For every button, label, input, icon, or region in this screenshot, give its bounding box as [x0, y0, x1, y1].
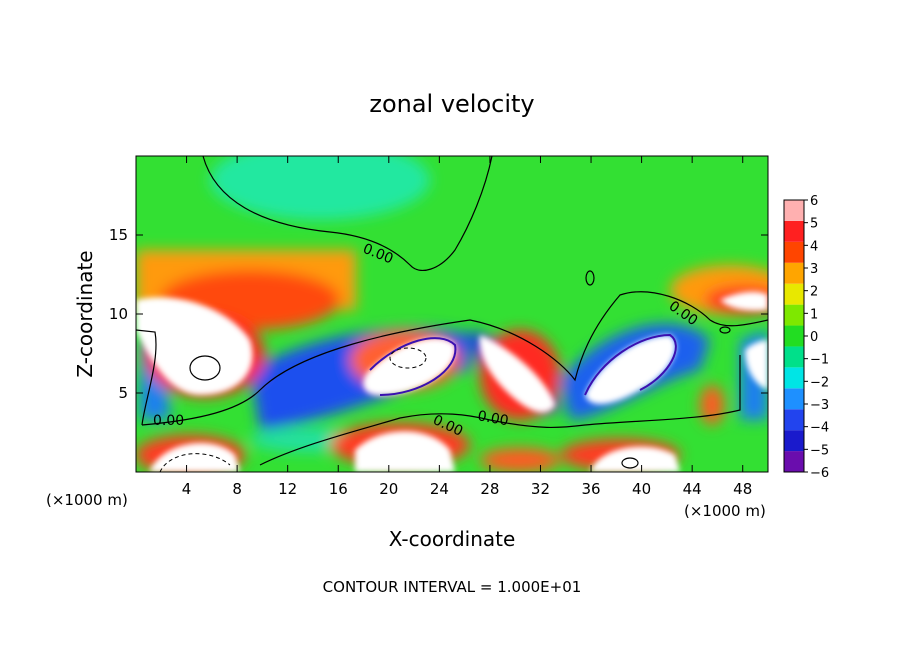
x-tick-label: 8 — [232, 480, 242, 498]
colorbar-tick-label: −2 — [810, 375, 829, 390]
colorbar: 6 5 4 3 2 1 0 −1 −2 −3 −4 −5 −6 — [783, 194, 829, 481]
colorbar-swatch — [784, 430, 804, 452]
y-tick-label: 10 — [109, 305, 128, 323]
colorbar-tick-label: 4 — [810, 239, 818, 254]
x-tick-label: 20 — [379, 480, 398, 498]
contour-label: 0.00 — [476, 408, 509, 429]
x-axis: 4 8 12 16 20 24 28 32 36 40 44 48 — [182, 156, 752, 498]
x-tick-label: 32 — [531, 480, 550, 498]
y-axis-label: Z-coordinate — [73, 250, 97, 377]
colorbar-swatch — [784, 241, 804, 263]
x-unit-right: (×1000 m) — [684, 502, 766, 520]
contour-label: 0.00 — [153, 413, 184, 429]
colorbar-swatch — [784, 346, 804, 368]
colorbar-tick-label: −4 — [810, 421, 829, 436]
chart-title: zonal velocity — [369, 90, 534, 118]
x-tick-label: 40 — [632, 480, 651, 498]
colorbar-swatch — [784, 325, 804, 347]
colorbar-tick-label: −5 — [810, 443, 829, 458]
x-tick-label: 28 — [480, 480, 499, 498]
x-tick-label: 36 — [581, 480, 600, 498]
colorbar-swatch — [784, 262, 804, 284]
x-axis-label: X-coordinate — [389, 527, 516, 551]
colorbar-tick-label: 5 — [810, 217, 818, 232]
colorbar-swatch — [784, 409, 804, 431]
colorbar-swatch — [784, 283, 804, 305]
colorbar-swatch — [784, 220, 804, 242]
colorbar-tick-label: 3 — [810, 262, 818, 277]
y-tick-label: 5 — [118, 384, 128, 402]
y-axis: 5 10 15 — [109, 226, 768, 402]
colorbar-tick-label: −1 — [810, 353, 829, 368]
colorbar-tick-label: 0 — [810, 330, 818, 345]
colorbar-swatch — [784, 388, 804, 410]
heatmap-field — [136, 156, 768, 472]
colorbar-swatch — [784, 200, 804, 221]
colorbar-tick-label: 6 — [810, 194, 818, 209]
colorbar-swatch — [784, 304, 804, 326]
colorbar-tick-label: 2 — [810, 285, 818, 300]
x-tick-label: 16 — [329, 480, 348, 498]
contour-interval-note: CONTOUR INTERVAL = 1.000E+01 — [323, 578, 582, 596]
colorbar-swatch — [784, 367, 804, 389]
colorbar-swatch — [784, 451, 804, 472]
colorbar-tick-label: −6 — [810, 466, 829, 481]
x-tick-label: 4 — [182, 480, 192, 498]
x-tick-label: 12 — [278, 480, 297, 498]
colorbar-tick-label: −3 — [810, 398, 829, 413]
colorbar-tick-label: 1 — [810, 307, 818, 322]
x-tick-label: 44 — [683, 480, 702, 498]
x-unit-left: (×1000 m) — [46, 491, 128, 509]
y-tick-label: 15 — [109, 226, 128, 244]
x-tick-label: 48 — [733, 480, 752, 498]
x-tick-label: 24 — [430, 480, 449, 498]
